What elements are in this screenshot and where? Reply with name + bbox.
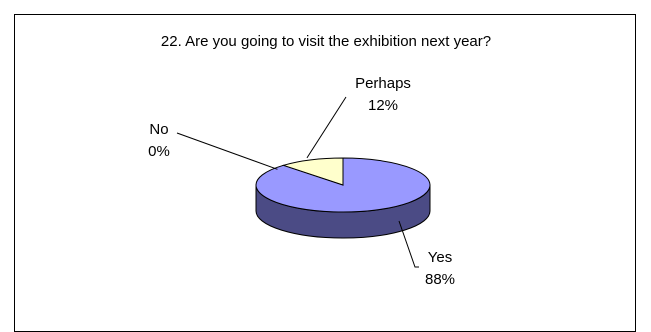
pie-slice-perhaps — [281, 157, 344, 186]
label-no-name: No — [149, 121, 169, 138]
label-perhaps-value: 12% — [367, 97, 399, 114]
label-perhaps: Perhaps 12% — [348, 73, 418, 117]
chart-title: 22. Are you going to visit the exhibitio… — [160, 33, 492, 50]
label-yes: Yes 88% — [420, 247, 460, 291]
label-no: No 0% — [141, 119, 177, 163]
pie-tops — [255, 157, 431, 213]
label-yes-value: 88% — [424, 271, 456, 288]
leader-lines — [176, 96, 419, 268]
leader-line-perhaps — [306, 96, 347, 159]
leader-line-no — [176, 132, 278, 170]
pie-chart — [176, 96, 431, 268]
label-perhaps-name: Perhaps — [355, 75, 411, 92]
label-no-value: 0% — [148, 143, 170, 160]
chart-frame: 22. Are you going to visit the exhibitio… — [14, 14, 636, 332]
label-yes-name: Yes — [427, 249, 453, 266]
leader-line-yes — [398, 220, 419, 268]
